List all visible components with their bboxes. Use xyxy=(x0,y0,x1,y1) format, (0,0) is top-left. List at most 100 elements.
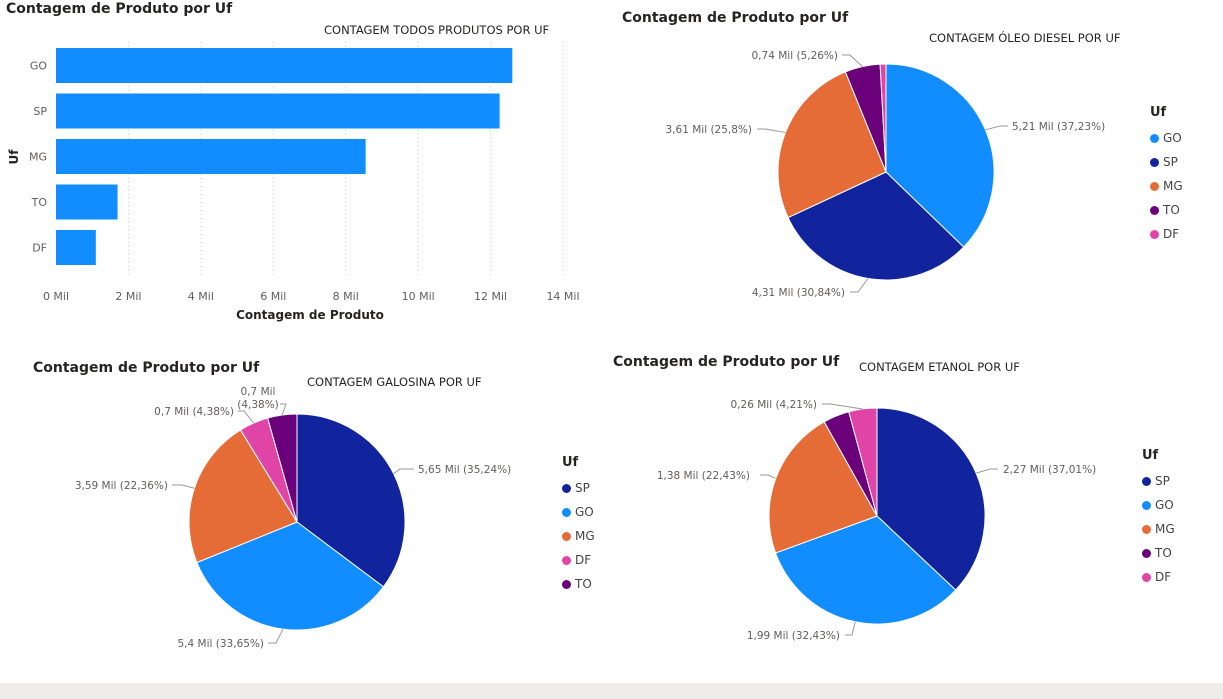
x-tick-label: 4 Mil xyxy=(188,290,214,303)
leader-line xyxy=(842,54,863,67)
legend-label: SP xyxy=(575,481,590,495)
leader-line xyxy=(393,468,414,475)
x-tick-label: 14 Mil xyxy=(546,290,579,303)
legend-label: MG xyxy=(575,529,595,543)
legend-gasolina: Uf SP GO MG DF TO xyxy=(562,455,595,596)
pie-slice-mg[interactable] xyxy=(777,71,887,219)
y-tick-label: GO xyxy=(30,60,48,73)
bar-chart-subtitle: CONTAGEM TODOS PRODUTOS POR UF xyxy=(324,23,550,37)
legend-label: GO xyxy=(1163,131,1182,145)
legend-item[interactable]: SP xyxy=(1150,150,1183,174)
legend-title: Uf xyxy=(1150,105,1167,120)
legend-item[interactable]: DF xyxy=(1142,565,1175,589)
legend-marker xyxy=(562,531,571,541)
legend-marker xyxy=(1142,548,1151,558)
pie-slice-sp[interactable] xyxy=(787,171,965,281)
legend-label: DF xyxy=(575,553,592,567)
legend-marker xyxy=(562,579,571,589)
data-label: 5,4 Mil (33,65%) xyxy=(178,638,265,650)
leader-line xyxy=(975,468,998,474)
legend-item[interactable]: MG xyxy=(562,524,595,548)
pie-diesel-title: Contagem de Produto por Uf xyxy=(622,10,849,26)
pie-gasolina-subtitle: CONTAGEM GALOSINA POR UF xyxy=(307,375,482,389)
legend-marker xyxy=(1150,205,1159,215)
legend-label: GO xyxy=(1155,498,1174,512)
legend-label: TO xyxy=(575,577,592,591)
leader-line xyxy=(822,403,863,410)
leader-line xyxy=(280,403,287,416)
y-tick-label: MG xyxy=(29,151,47,164)
legend-label: SP xyxy=(1163,155,1178,169)
leader-line xyxy=(268,628,284,644)
legend-marker xyxy=(1142,572,1151,582)
data-label: 5,65 Mil (35,24%) xyxy=(418,464,511,476)
pie-diesel-subtitle: CONTAGEM ÓLEO DIESEL POR UF xyxy=(929,31,1121,45)
legend-item[interactable]: SP xyxy=(562,476,595,500)
data-label: 0,7 Mil (4,38%) xyxy=(237,386,279,411)
legend-label: DF xyxy=(1155,570,1172,584)
legend-item[interactable]: GO xyxy=(1142,493,1175,517)
data-label: 3,59 Mil (22,36%) xyxy=(75,480,168,492)
legend-etanol: Uf SP GO MG TO DF xyxy=(1142,448,1175,589)
data-label: 1,99 Mil (32,43%) xyxy=(747,630,840,642)
legend-item[interactable]: SP xyxy=(1142,469,1175,493)
leader-line xyxy=(850,278,869,293)
legend-label: GO xyxy=(575,505,594,519)
data-label: 0,7 Mil (4,38%) xyxy=(154,406,234,418)
x-tick-label: 6 Mil xyxy=(260,290,286,303)
legend-marker xyxy=(1150,157,1159,167)
y-tick-label: SP xyxy=(33,105,47,118)
legend-item[interactable]: TO xyxy=(1150,198,1183,222)
bar-mg[interactable] xyxy=(56,139,366,174)
y-tick-label: DF xyxy=(32,242,47,255)
legend-label: TO xyxy=(1163,203,1180,217)
legend-marker xyxy=(1142,476,1151,486)
legend-marker xyxy=(562,507,571,517)
pie-slice-go[interactable] xyxy=(885,63,995,248)
data-label: 1,38 Mil (22,43%) xyxy=(657,470,750,482)
legend-diesel: Uf GO SP MG TO DF xyxy=(1150,105,1183,246)
leader-line xyxy=(238,410,255,424)
legend-title: Uf xyxy=(1142,448,1159,463)
data-label: 5,21 Mil (37,23%) xyxy=(1012,121,1105,133)
x-tick-label: 10 Mil xyxy=(402,290,435,303)
x-tick-label: 2 Mil xyxy=(115,290,141,303)
bar-chart: 0 Mil 2 Mil 4 Mil 6 Mil 8 Mil 10 Mil 12 Mil 14 … xyxy=(7,42,580,322)
pie-slice-go[interactable] xyxy=(196,521,385,631)
legend-item[interactable]: MG xyxy=(1142,517,1175,541)
y-axis-title: Uf xyxy=(7,149,21,165)
legend-marker xyxy=(1150,229,1159,239)
bar-go[interactable] xyxy=(56,48,513,83)
data-label: 0,74 Mil (5,26%) xyxy=(752,50,839,62)
bar-sp[interactable] xyxy=(56,93,500,129)
x-axis-title: Contagem de Produto xyxy=(236,308,384,322)
pie-slice-df[interactable] xyxy=(879,63,887,173)
bar-df[interactable] xyxy=(56,230,96,265)
legend-label: SP xyxy=(1155,474,1170,488)
pie-gasolina-title: Contagem de Produto por Uf xyxy=(33,360,260,376)
legend-marker xyxy=(1150,181,1159,191)
legend-title: Uf xyxy=(562,455,579,470)
x-tick-label: 12 Mil xyxy=(474,290,507,303)
legend-label: TO xyxy=(1155,546,1172,560)
data-label: 3,61 Mil (25,8%) xyxy=(666,124,753,136)
data-label: 4,31 Mil (30,84%) xyxy=(752,287,845,299)
pie-etanol-subtitle: CONTAGEM ETANOL POR UF xyxy=(859,360,1020,374)
legend-marker xyxy=(562,555,571,565)
legend-item[interactable]: TO xyxy=(1142,541,1175,565)
legend-item[interactable]: DF xyxy=(562,548,595,572)
leader-line xyxy=(845,621,856,636)
legend-item[interactable]: DF xyxy=(1150,222,1183,246)
data-label: 0,26 Mil (4,21%) xyxy=(731,399,818,411)
bar-chart-title: Contagem de Produto por Uf xyxy=(6,1,233,17)
bar-to[interactable] xyxy=(56,184,118,220)
pie-slice-sp[interactable] xyxy=(876,407,986,591)
pie-slice-df[interactable] xyxy=(848,407,878,517)
legend-marker xyxy=(1150,133,1159,143)
pie-etanol-title: Contagem de Produto por Uf xyxy=(613,354,840,370)
y-tick-label: TO xyxy=(31,196,48,209)
legend-item[interactable]: GO xyxy=(562,500,595,524)
legend-item[interactable]: MG xyxy=(1150,174,1183,198)
legend-item[interactable]: GO xyxy=(1150,126,1183,150)
legend-item[interactable]: TO xyxy=(562,572,595,596)
